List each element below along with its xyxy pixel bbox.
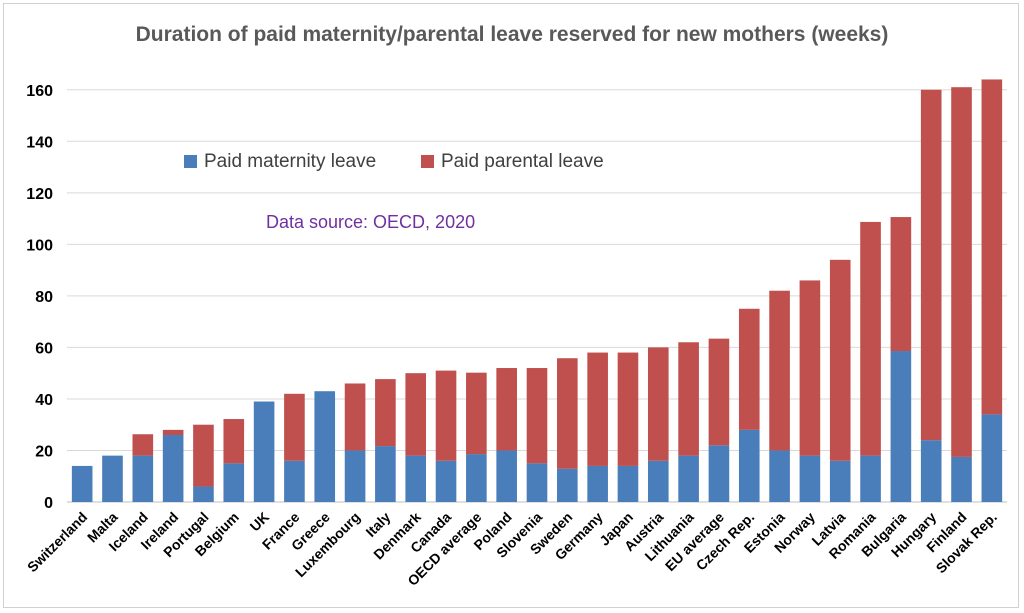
bar-parental-2: [132, 434, 154, 456]
y-tick-label: 0: [44, 495, 53, 512]
legend-swatch-parental: [421, 155, 434, 168]
bar-parental-17: [587, 352, 608, 466]
y-tick-label: 20: [35, 443, 53, 460]
bar-maternity-21: [708, 445, 730, 502]
bar-maternity-5: [223, 463, 245, 502]
bar-parental-27: [890, 217, 912, 352]
y-tick-label: 120: [26, 186, 53, 203]
bar-maternity-6: [253, 401, 275, 502]
bar-maternity-2: [132, 455, 154, 502]
x-axis-ticks: SwitzerlandMaltaIcelandIrelandPortugalBe…: [24, 509, 1000, 589]
bar-parental-30: [981, 79, 1003, 415]
bar-maternity-10: [375, 446, 396, 502]
bar-maternity-8: [314, 391, 336, 502]
bar-maternity-3: [162, 435, 184, 502]
bar-parental-20: [678, 342, 699, 456]
bar-maternity-20: [678, 455, 699, 502]
bar-maternity-14: [496, 450, 517, 502]
chart: Duration of paid maternity/parental leav…: [24, 23, 1007, 589]
bar-parental-21: [708, 338, 730, 446]
bar-maternity-22: [738, 429, 760, 502]
bar-maternity-11: [405, 455, 427, 502]
bar-parental-22: [738, 308, 760, 430]
bar-parental-24: [799, 280, 821, 456]
bar-maternity-0: [71, 465, 93, 502]
bar-maternity-9: [344, 450, 366, 502]
y-tick-label: 60: [35, 340, 53, 357]
bar-parental-23: [769, 290, 790, 451]
y-tick-label: 160: [26, 83, 53, 100]
bar-parental-14: [496, 368, 517, 451]
y-tick-label: 80: [35, 289, 53, 306]
bar-maternity-23: [769, 450, 790, 502]
legend-label-parental: Paid parental leave: [441, 151, 604, 172]
legend-swatch-maternity: [184, 155, 197, 168]
bar-parental-7: [284, 393, 305, 461]
chart-frame: Duration of paid maternity/parental leav…: [3, 3, 1019, 608]
bar-parental-16: [557, 358, 578, 469]
bar-maternity-25: [829, 460, 851, 502]
bar-maternity-30: [981, 414, 1003, 502]
bar-parental-5: [223, 419, 245, 464]
bar-maternity-17: [587, 465, 608, 502]
bar-parental-29: [951, 87, 972, 457]
bar-maternity-16: [557, 468, 578, 502]
bar-maternity-24: [799, 455, 821, 502]
bar-parental-25: [829, 259, 851, 461]
legend-label-maternity: Paid maternity leave: [204, 151, 376, 172]
y-tick-label: 100: [26, 237, 53, 254]
bar-maternity-13: [466, 454, 487, 502]
bar-parental-18: [617, 352, 639, 466]
bar-parental-4: [193, 424, 214, 487]
bar-maternity-15: [526, 463, 548, 502]
bar-parental-12: [435, 370, 457, 461]
chart-title: Duration of paid maternity/parental leav…: [136, 23, 889, 46]
bar-parental-13: [466, 372, 487, 455]
bar-parental-9: [344, 383, 366, 451]
bar-parental-26: [860, 221, 881, 456]
y-tick-label: 140: [26, 134, 53, 151]
y-tick-label: 40: [35, 392, 53, 409]
bar-parental-3: [162, 429, 184, 436]
bar-parental-19: [647, 347, 669, 461]
bar-parental-10: [375, 379, 396, 447]
legend: Paid maternity leave Paid parental leave: [184, 151, 604, 172]
bar-maternity-18: [617, 465, 639, 502]
bar-parental-28: [920, 89, 942, 441]
bars: [71, 79, 1003, 502]
bar-maternity-27: [890, 351, 912, 502]
y-axis-ticks: 0 20 40 60 80 100 120 140 160: [26, 83, 53, 512]
bar-maternity-28: [920, 440, 942, 502]
data-source-annotation: Data source: OECD, 2020: [266, 212, 475, 232]
bar-maternity-7: [284, 460, 305, 502]
bar-parental-15: [526, 368, 548, 464]
bar-maternity-19: [647, 460, 669, 502]
bar-maternity-1: [102, 455, 123, 502]
bar-parental-11: [405, 373, 427, 456]
bar-maternity-12: [435, 460, 457, 502]
bar-maternity-4: [193, 486, 214, 502]
bar-maternity-26: [860, 455, 881, 502]
x-tick-label: Switzerland: [24, 509, 90, 575]
bar-maternity-29: [951, 456, 972, 502]
